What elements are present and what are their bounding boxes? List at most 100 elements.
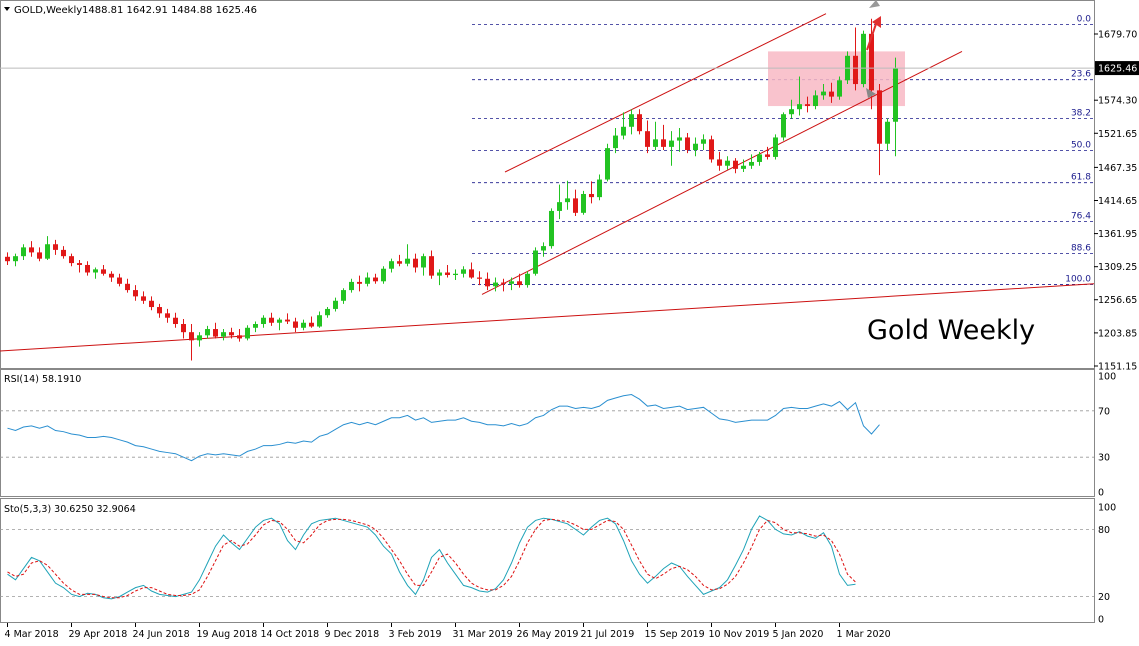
chart-watermark: Gold Weekly (867, 315, 1035, 346)
candle (125, 278, 130, 293)
candle (37, 247, 42, 262)
candle-body (525, 273, 530, 286)
candle (373, 273, 378, 284)
candle (253, 321, 258, 333)
fib-label: 61.8 (1071, 173, 1091, 183)
candle-body (885, 121, 890, 144)
candle (365, 272, 370, 287)
fibonacci-retracement: 0.0 23.6 38.2 50.0 61.8 76.4 88.6 100.0 (472, 14, 1094, 285)
fib-label: 38.2 (1071, 109, 1091, 119)
candle-body (477, 277, 482, 279)
candle-body (221, 332, 226, 337)
candle-body (749, 161, 754, 166)
rsi-level-label: 70 (1098, 406, 1110, 417)
candle-body (565, 198, 570, 203)
date-label: 29 Apr 2018 (69, 629, 128, 640)
price-tick-label: 1414.65 (1098, 196, 1137, 207)
candle-body (149, 300, 154, 308)
candle-body (717, 159, 722, 166)
candle (445, 264, 450, 278)
candle (77, 259, 82, 273)
candle (5, 252, 10, 265)
candle (797, 76, 802, 116)
candle-body (53, 244, 58, 250)
candle (885, 118, 890, 151)
candle (653, 121, 658, 151)
stoch-level-label: 0 (1098, 615, 1104, 626)
candle (677, 128, 682, 152)
candle-body (509, 281, 514, 284)
candle-body (677, 137, 682, 141)
candle (781, 112, 786, 141)
candle (837, 76, 842, 100)
stoch-main-line (7, 515, 856, 600)
candle-body (725, 160, 730, 166)
candle-body (741, 165, 746, 169)
candle (69, 253, 74, 267)
candle (853, 27, 858, 91)
candle-body (581, 193, 586, 213)
candle-body (693, 143, 698, 151)
channel-lower-line (481, 50, 963, 295)
candle (397, 254, 402, 267)
candle (525, 271, 530, 288)
current-price-tag (1095, 61, 1139, 76)
candle (357, 275, 362, 292)
candle (13, 253, 18, 267)
candle-body (165, 313, 170, 318)
candle-body (837, 80, 842, 97)
candle (517, 273, 522, 288)
candle (573, 189, 578, 216)
candle-body (653, 139, 658, 147)
candle (109, 271, 114, 282)
candle (661, 124, 666, 151)
candle-body (757, 154, 762, 162)
candle-body (301, 322, 306, 328)
candle-body (853, 55, 858, 85)
candle (269, 312, 274, 326)
rsi-panel-frame (0, 369, 1095, 497)
candle (605, 143, 610, 182)
candle (405, 244, 410, 267)
candle (621, 112, 626, 140)
candle (213, 322, 218, 339)
candle-body (77, 263, 82, 265)
candle (709, 135, 714, 163)
date-axis: 4 Mar 2018 29 Apr 2018 24 Jun 2018 19 Aug 2… (5, 623, 891, 640)
candle (133, 285, 138, 301)
candle (749, 154, 754, 169)
stoch-level-label: 80 (1098, 525, 1110, 536)
candle (205, 325, 210, 339)
candle-body (709, 139, 714, 160)
candle (533, 247, 538, 276)
candle (613, 128, 618, 154)
collapse-triangle-icon[interactable] (4, 7, 10, 11)
candle-body (133, 290, 138, 297)
gray-arrow-icon (866, 88, 876, 98)
candle (237, 329, 242, 342)
candle (429, 250, 434, 279)
rsi-line (7, 394, 880, 462)
price-tick-label: 1521.65 (1098, 129, 1137, 140)
candle-body (333, 300, 338, 309)
fib-label: 100.0 (1065, 274, 1091, 284)
stoch-level-label: 20 (1098, 592, 1110, 603)
candle (45, 236, 50, 260)
candle-body (173, 317, 178, 325)
candle (341, 288, 346, 304)
candle (437, 269, 442, 286)
candle (725, 156, 730, 170)
candle (821, 84, 826, 100)
candle-body (277, 319, 282, 323)
rsi-level-label: 30 (1098, 453, 1110, 464)
candle (549, 208, 554, 249)
candle (261, 315, 266, 328)
candle (581, 190, 586, 215)
symbol-label: GOLD,Weekly (14, 5, 82, 16)
price-tick-label: 1151.15 (1098, 362, 1137, 373)
candle-body (29, 247, 34, 253)
date-label: 9 Dec 2018 (325, 629, 380, 640)
candle (477, 271, 482, 286)
